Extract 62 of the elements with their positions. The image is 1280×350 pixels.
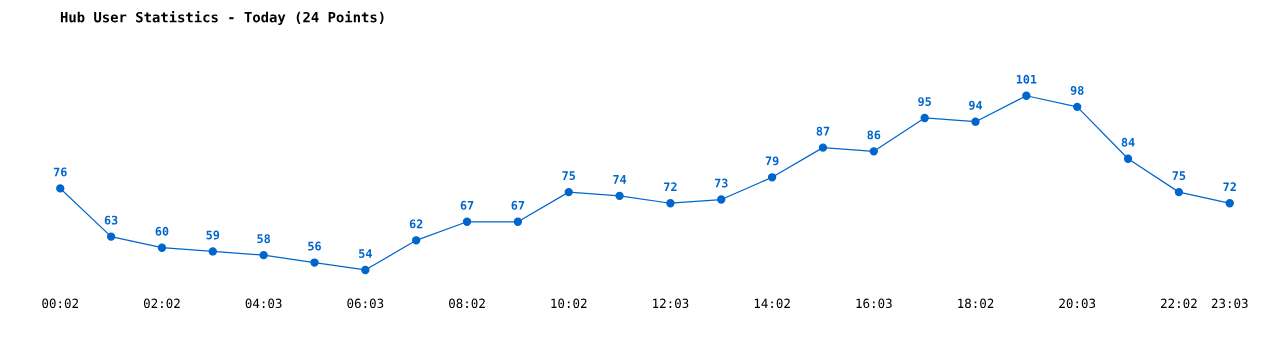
data-label: 79 xyxy=(765,156,779,166)
x-tick-label: 16:03 xyxy=(856,298,892,309)
point xyxy=(462,217,472,226)
point xyxy=(971,117,980,126)
data-label: 67 xyxy=(511,200,525,210)
x-tick-label: 08:02 xyxy=(449,298,485,309)
data-label: 101 xyxy=(1016,74,1037,84)
x-tick-label: 12:03 xyxy=(653,298,689,309)
data-label: 94 xyxy=(969,100,983,110)
data-label: 86 xyxy=(867,130,881,140)
x-tick-label: 10:02 xyxy=(551,298,587,309)
point xyxy=(310,258,319,267)
data-label: 95 xyxy=(918,97,931,107)
x-tick-label: 20:03 xyxy=(1059,298,1096,309)
x-tick-label: 04:03 xyxy=(245,298,282,309)
point xyxy=(920,113,929,123)
point xyxy=(818,143,828,152)
x-tick-label: 00:02 xyxy=(42,298,79,309)
point xyxy=(208,247,217,256)
point xyxy=(615,191,624,200)
data-label: 87 xyxy=(816,126,830,136)
data-label: 60 xyxy=(155,226,169,236)
point xyxy=(1073,102,1082,112)
data-label: 54 xyxy=(359,249,372,258)
x-tick-label: 22:02 xyxy=(1161,298,1197,309)
point xyxy=(259,250,268,260)
point xyxy=(1123,154,1133,163)
point xyxy=(666,199,675,208)
point xyxy=(412,236,421,245)
data-label: 58 xyxy=(257,234,271,244)
data-label: 74 xyxy=(613,175,627,184)
data-label: 73 xyxy=(714,178,728,188)
chart-title: Hub User Statistics - Today (24 Points) xyxy=(60,10,384,26)
data-label: 56 xyxy=(308,241,321,251)
point xyxy=(1022,91,1031,100)
data-label: 75 xyxy=(1172,171,1186,181)
data-label: 76 xyxy=(53,167,67,177)
point xyxy=(157,243,167,252)
data-label: 75 xyxy=(562,171,576,181)
point xyxy=(361,265,370,275)
point xyxy=(106,232,116,241)
point xyxy=(564,187,573,197)
data-label: 59 xyxy=(206,230,220,240)
data-label: 72 xyxy=(664,182,677,192)
data-label: 67 xyxy=(460,200,474,210)
point xyxy=(56,184,65,193)
x-tick-label: 06:03 xyxy=(347,298,384,309)
data-label: 63 xyxy=(104,215,118,225)
point xyxy=(1225,199,1234,208)
data-label: 72 xyxy=(1223,182,1236,192)
x-tick-label: 18:02 xyxy=(958,298,994,309)
point xyxy=(717,195,726,204)
x-tick-label: 02:02 xyxy=(143,298,180,309)
x-tick-label: 23:03 xyxy=(1211,298,1248,309)
point xyxy=(513,217,523,226)
point xyxy=(1174,187,1184,197)
point xyxy=(767,173,777,182)
data-label: 84 xyxy=(1121,137,1135,147)
point xyxy=(869,147,878,156)
x-tick-label: 14:02 xyxy=(754,298,790,309)
data-label: 62 xyxy=(409,219,423,229)
data-label: 98 xyxy=(1070,85,1084,95)
